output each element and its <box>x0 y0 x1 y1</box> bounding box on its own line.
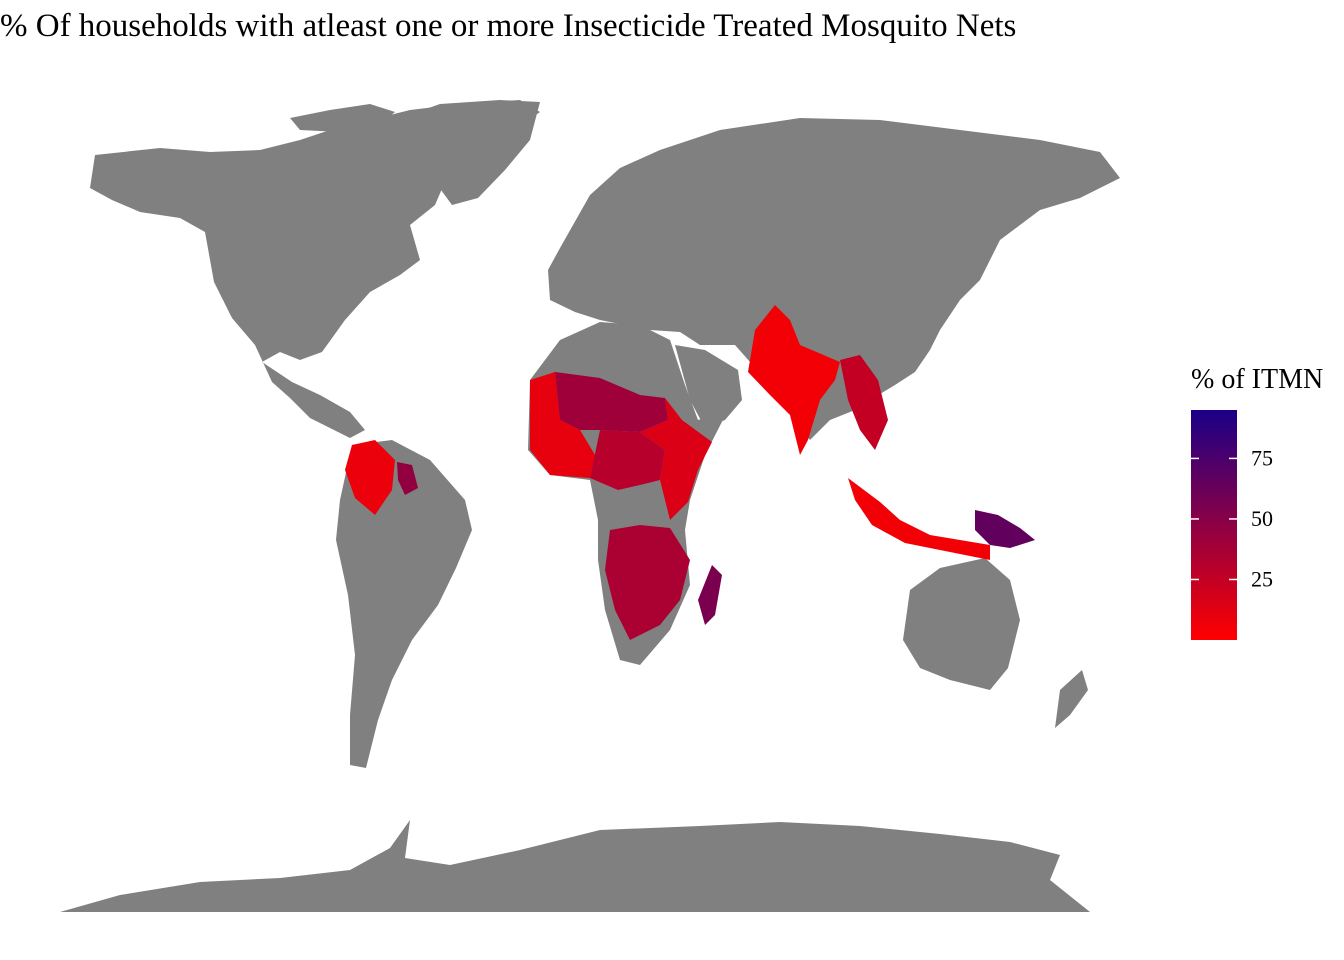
land-layer <box>60 100 1120 912</box>
region-india <box>748 305 840 455</box>
region-west-africa <box>530 372 595 478</box>
legend-colorbar <box>1191 410 1237 640</box>
color-legend: 25 50 75 <box>1191 410 1273 640</box>
eurasia-landmass <box>548 118 1120 440</box>
legend-ticks: 25 50 75 <box>1191 445 1273 591</box>
region-sahel <box>555 372 668 432</box>
region-indonesia <box>848 478 990 560</box>
legend-tick-label: 75 <box>1251 445 1273 470</box>
legend-title: % of ITMN <box>1191 364 1324 395</box>
region-southeast-asia <box>840 355 888 450</box>
data-layer <box>345 305 1035 640</box>
arctic-islands <box>290 104 395 132</box>
australia-landmass <box>903 558 1020 690</box>
map-title: % Of households with atleast one or more… <box>0 8 1017 44</box>
new-zealand <box>1055 670 1088 728</box>
greenland <box>400 100 540 205</box>
region-east-africa <box>640 398 712 520</box>
region-madagascar <box>698 565 722 625</box>
south-america-landmass <box>336 440 472 768</box>
legend-tick-label: 50 <box>1251 506 1273 531</box>
region-northern-south-america <box>345 440 395 515</box>
region-guianas <box>397 462 418 495</box>
antarctica-landmass <box>60 820 1090 912</box>
north-america-landmass <box>90 100 540 438</box>
arabian-peninsula <box>675 345 742 428</box>
legend-tick-label: 25 <box>1251 566 1273 591</box>
region-central-africa <box>590 430 665 490</box>
region-papua-new-guinea <box>975 510 1035 548</box>
region-southern-africa <box>605 525 690 640</box>
